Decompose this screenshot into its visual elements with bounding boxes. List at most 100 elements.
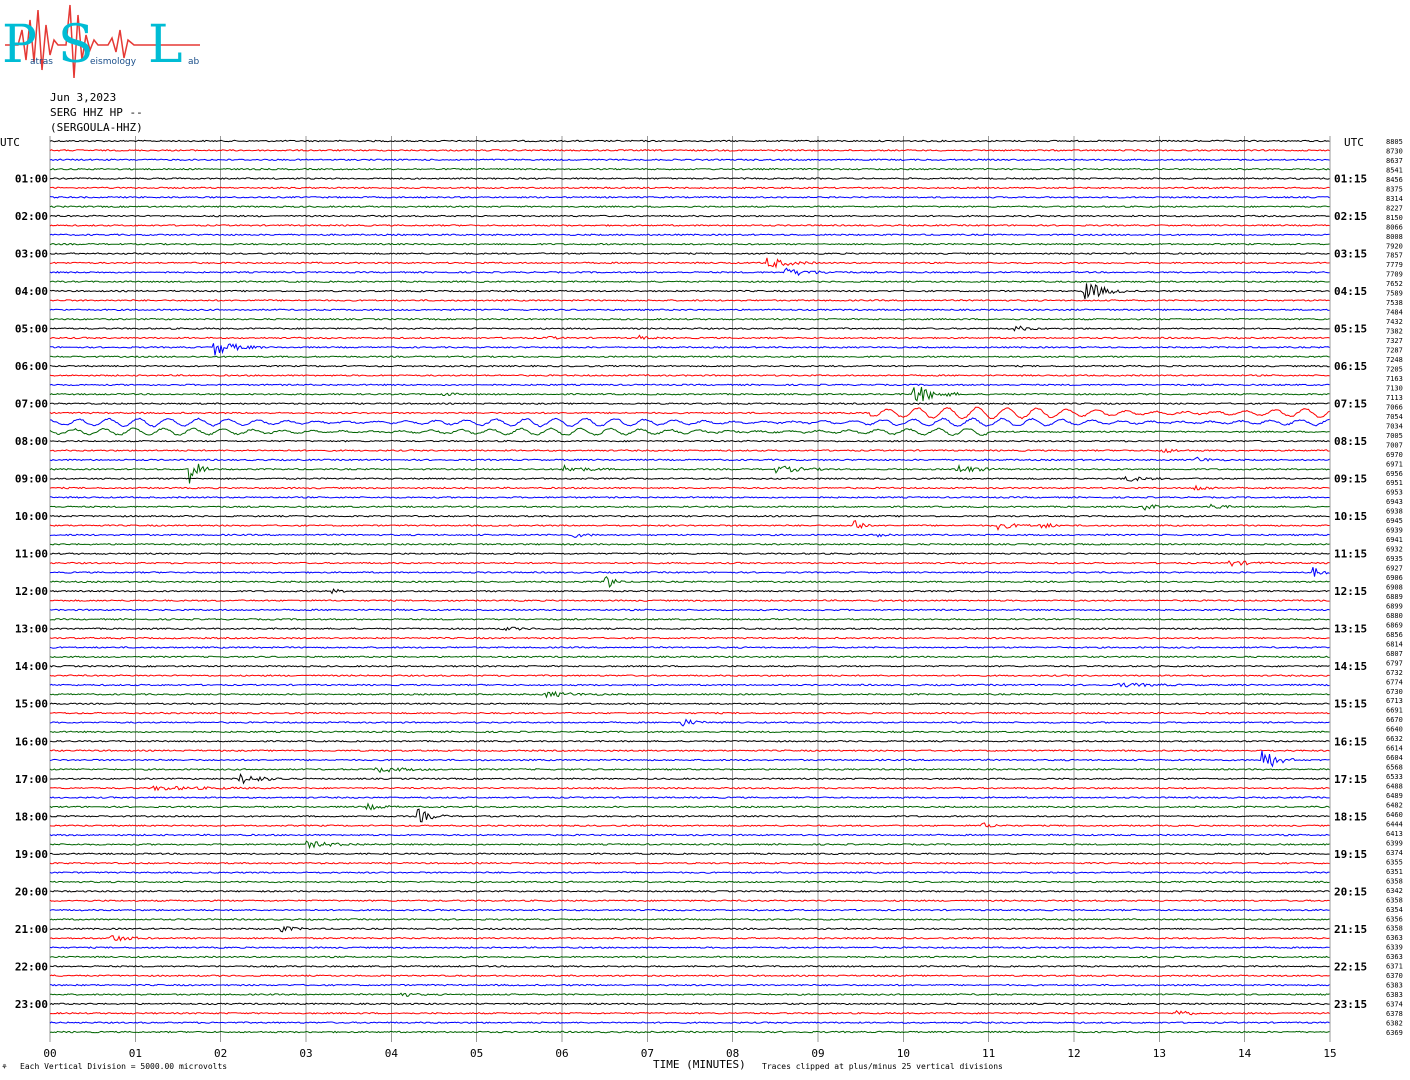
trace-value: 6943 xyxy=(1386,498,1403,506)
trace-line xyxy=(49,773,1330,785)
trace-value: 6670 xyxy=(1386,716,1403,724)
trace-line xyxy=(49,364,1330,368)
trace-value: 7857 xyxy=(1386,252,1403,260)
trace-value: 6945 xyxy=(1386,517,1403,525)
trace-line xyxy=(49,626,1330,632)
trace-line xyxy=(49,186,1330,190)
trace-line xyxy=(49,646,1330,649)
trace-value: 6869 xyxy=(1386,621,1403,629)
hour-label-end: 01:15 xyxy=(1334,173,1367,186)
trace-line xyxy=(49,224,1330,227)
trace-line xyxy=(49,533,1330,539)
trace-line xyxy=(49,456,1330,462)
logo-word-atras: atras xyxy=(30,57,53,67)
x-tick-label: 08 xyxy=(726,1047,739,1060)
hour-label-end: 22:15 xyxy=(1334,960,1367,973)
trace-line xyxy=(49,406,1330,420)
trace-line xyxy=(49,992,1330,997)
left-hour-labels: 01:00 02:00 03:00 04:00 05:00 06:00 07:00 08:00… xyxy=(15,173,48,1011)
left-axis-title: UTC xyxy=(0,136,20,149)
x-tick-label: 12 xyxy=(1067,1047,1080,1060)
trace-line xyxy=(49,463,1330,484)
trace-line xyxy=(49,599,1330,602)
trace-line xyxy=(49,871,1330,874)
trace-line xyxy=(49,374,1330,377)
trace-line xyxy=(49,796,1330,799)
hour-label: 14:00 xyxy=(15,660,48,673)
hour-label: 15:00 xyxy=(15,698,48,711)
trace-value: 6730 xyxy=(1386,688,1403,696)
trace-value: 7920 xyxy=(1386,242,1403,250)
trace-value: 7432 xyxy=(1386,318,1403,326)
trace-line xyxy=(49,682,1330,688)
trace-value: 6533 xyxy=(1386,773,1403,781)
hour-label: 05:00 xyxy=(15,323,48,336)
trace-value: 7034 xyxy=(1386,422,1403,430)
trace-value: 6351 xyxy=(1386,868,1403,876)
trace-value: 6444 xyxy=(1386,820,1403,828)
trace-value: 6354 xyxy=(1386,906,1403,914)
plot-date: Jun 3,2023 xyxy=(50,91,117,104)
trace-value: 7007 xyxy=(1386,441,1403,449)
trace-value: 8150 xyxy=(1386,214,1403,222)
trace-line xyxy=(49,552,1330,556)
x-tick-label: 01 xyxy=(129,1047,142,1060)
hour-label: 13:00 xyxy=(15,623,48,636)
trace-line xyxy=(49,267,1330,277)
trace-value: 6339 xyxy=(1386,944,1403,952)
trace-line xyxy=(49,386,1330,402)
trace-line xyxy=(49,833,1330,837)
x-tick-label: 14 xyxy=(1238,1047,1252,1060)
hour-label: 11:00 xyxy=(15,548,48,561)
hour-label-end: 02:15 xyxy=(1334,210,1367,223)
hour-label-end: 14:15 xyxy=(1334,660,1367,673)
trace-value: 6774 xyxy=(1386,678,1403,686)
hour-label: 03:00 xyxy=(15,248,48,261)
trace-line xyxy=(49,214,1330,218)
hour-label: 19:00 xyxy=(15,848,48,861)
hour-label-end: 15:15 xyxy=(1334,698,1367,711)
trace-value: 6460 xyxy=(1386,811,1403,819)
hour-label-end: 19:15 xyxy=(1334,848,1367,861)
x-tick-label: 00 xyxy=(43,1047,56,1060)
trace-value: 6369 xyxy=(1386,1029,1403,1037)
trace-value: 8066 xyxy=(1386,223,1403,231)
trace-line xyxy=(50,711,1330,715)
trace-value: 7652 xyxy=(1386,280,1403,288)
trace-line xyxy=(50,177,1330,180)
hour-label: 09:00 xyxy=(15,473,48,486)
trace-line xyxy=(49,889,1330,893)
trace-value: 6363 xyxy=(1386,934,1403,942)
trace-value: 7709 xyxy=(1386,271,1403,279)
trace-line xyxy=(49,149,1330,152)
logo-word-seismology: eismology xyxy=(90,57,137,67)
trace-line xyxy=(50,342,1330,356)
trace-value: 6941 xyxy=(1386,536,1403,544)
trace-value: 7287 xyxy=(1386,347,1403,355)
logo-letter-p: P xyxy=(2,15,37,75)
trace-value: 7066 xyxy=(1386,403,1403,411)
trace-line xyxy=(49,233,1330,237)
trace-value: 8375 xyxy=(1386,185,1403,193)
trace-value: 6382 xyxy=(1386,1020,1403,1028)
hour-label-end: 17:15 xyxy=(1334,773,1367,786)
hour-label: 16:00 xyxy=(15,735,48,748)
x-tick-label: 02 xyxy=(214,1047,227,1060)
hour-label: 06:00 xyxy=(15,360,48,373)
corner-mark: ⚘ xyxy=(2,1062,7,1071)
hour-label-end: 23:15 xyxy=(1334,998,1367,1011)
trace-line xyxy=(49,503,1330,511)
hour-label-end: 09:15 xyxy=(1334,473,1367,486)
hour-label-end: 11:15 xyxy=(1334,548,1367,561)
trace-value: 6489 xyxy=(1386,792,1403,800)
hour-label: 01:00 xyxy=(15,173,48,186)
trace-line xyxy=(49,334,1330,340)
trace-value: 6797 xyxy=(1386,659,1403,667)
trace-line xyxy=(49,588,1330,595)
trace-line xyxy=(49,983,1330,987)
hour-label: 22:00 xyxy=(15,960,48,973)
trace-value: 6856 xyxy=(1386,631,1403,639)
trace-line xyxy=(49,205,1330,208)
